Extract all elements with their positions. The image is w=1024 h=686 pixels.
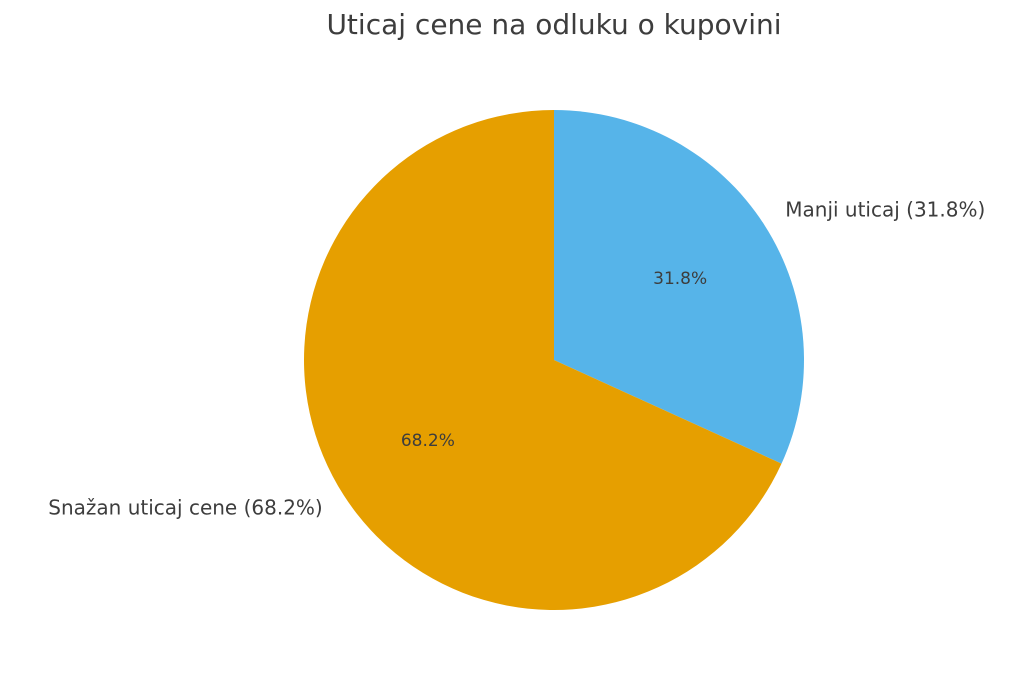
value-label: 68.2% <box>401 431 455 451</box>
pie-slice <box>303 110 782 610</box>
value-label: 31.8% <box>653 269 707 289</box>
chart-title: Uticaj cene na odluku o kupovini <box>326 8 781 41</box>
slice-label: Manji uticaj (31.8%) <box>785 198 985 222</box>
slice-label: Snažan uticaj cene (68.2%) <box>48 495 322 519</box>
pie-slice <box>554 110 804 464</box>
